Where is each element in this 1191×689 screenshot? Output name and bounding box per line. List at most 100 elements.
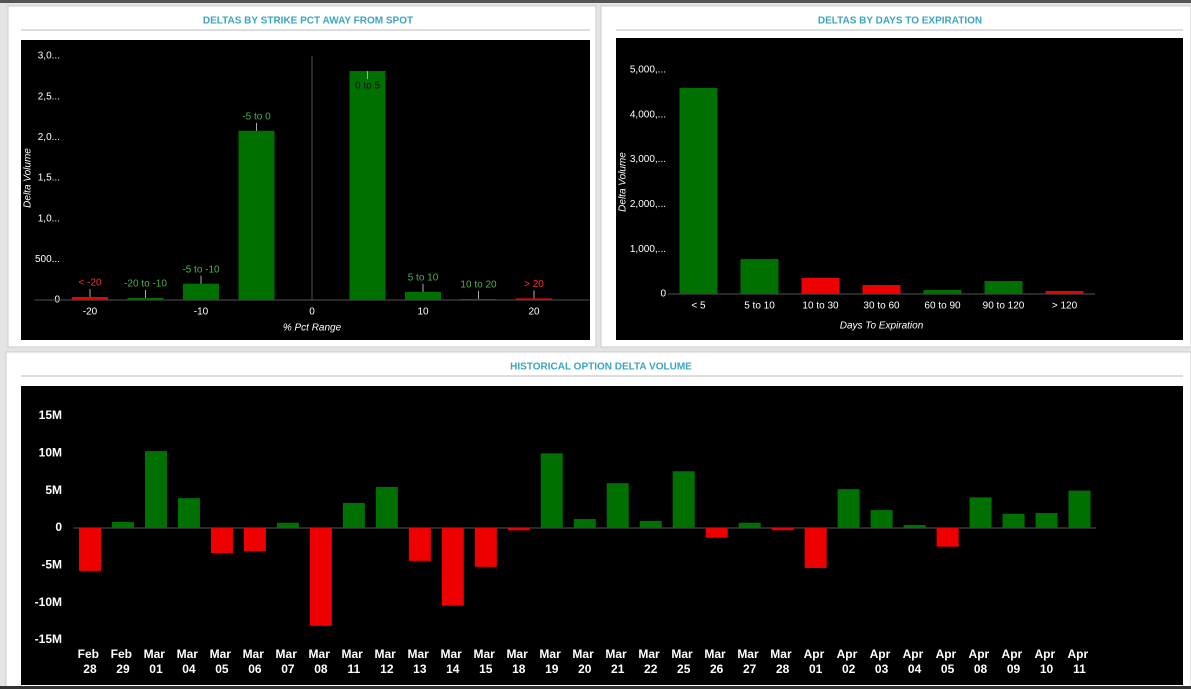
x-tick-label: 5 to 10: [744, 301, 775, 312]
x-tick-label: Mar 05: [210, 647, 235, 676]
bar: [183, 283, 219, 300]
x-tick-label: Apr 05: [936, 647, 960, 676]
bar: [639, 520, 662, 528]
x-tick-label: Apr 02: [837, 647, 861, 676]
bar: [804, 528, 827, 568]
data-label: -5 to 0: [242, 111, 271, 122]
top-bar: [0, 0, 1191, 3]
bar: [679, 87, 718, 294]
x-tick-label: Mar 07: [276, 647, 301, 676]
x-tick-label: Mar 27: [737, 647, 762, 676]
x-axis-label: % Pct Range: [283, 323, 342, 334]
bar: [276, 522, 299, 528]
data-label: 0 to 5: [355, 81, 380, 92]
x-tick-label: 10 to 30: [802, 301, 839, 312]
bar: [837, 489, 860, 528]
y-tick-label: 2,0...: [38, 132, 60, 143]
x-tick-label: Apr 03: [870, 647, 894, 676]
data-label: 5 to 10: [408, 273, 439, 284]
x-tick-label: Mar 04: [177, 647, 202, 676]
bar: [540, 453, 563, 528]
y-tick-label: 10M: [39, 446, 62, 460]
y-tick-label: 2,000,...: [630, 199, 666, 210]
bar: [210, 528, 233, 554]
bar: [573, 519, 596, 528]
bar: [507, 528, 530, 531]
x-tick-label: Mar 21: [605, 647, 630, 676]
data-label: < -20: [78, 278, 102, 289]
bar: [516, 298, 552, 300]
y-tick-label: 500...: [35, 254, 60, 265]
x-tick-label: Mar 14: [440, 647, 465, 676]
y-tick-label: 1,0...: [38, 213, 60, 224]
bar: [144, 451, 167, 528]
x-tick-label: Mar 25: [671, 647, 696, 676]
bar: [672, 471, 695, 528]
bar: [309, 528, 332, 626]
x-tick-label: Mar 19: [539, 647, 564, 676]
x-tick-label: Mar 20: [572, 647, 597, 676]
bar: [1045, 290, 1084, 294]
x-tick-label: 0: [309, 307, 315, 318]
bottom-bar: [0, 686, 1191, 689]
y-tick-label: 0: [55, 520, 62, 534]
x-tick-label: Mar 06: [243, 647, 268, 676]
bar: [127, 297, 164, 300]
x-tick-label: Mar 15: [473, 647, 498, 676]
x-tick-label: Mar 26: [704, 647, 729, 676]
bar: [1035, 513, 1058, 528]
bar: [923, 289, 962, 294]
x-tick-label: Mar 28: [770, 647, 795, 676]
bar: [375, 486, 398, 528]
bar: [1068, 490, 1091, 528]
bar: [606, 483, 629, 528]
data-label: -20 to -10: [124, 279, 167, 290]
bar: [474, 528, 497, 567]
chart-title: DELTAS BY DAYS TO EXPIRATION: [818, 16, 982, 27]
bar: [408, 528, 431, 561]
x-tick-label: Mar 08: [309, 647, 334, 676]
bar: [870, 510, 893, 528]
bar: [903, 525, 926, 528]
bar: [342, 502, 365, 528]
x-tick-label: Apr 09: [1002, 647, 1026, 676]
x-tick-label: Mar 11: [342, 647, 367, 676]
y-axis-label: Delta Volume: [23, 148, 34, 208]
bar: [771, 528, 794, 531]
x-tick-label: 90 to 120: [983, 301, 1025, 312]
bar: [1002, 513, 1025, 528]
x-tick-label: Apr 04: [903, 647, 927, 676]
bar: [460, 299, 497, 301]
y-tick-label: 15M: [39, 408, 62, 422]
bar: [349, 71, 386, 301]
bar: [862, 285, 901, 294]
y-axis-label: Delta Volume: [618, 152, 629, 212]
bar: [72, 296, 108, 300]
plot-area: [21, 40, 590, 340]
y-tick-label: -10M: [35, 595, 62, 609]
plot-area: [21, 386, 1183, 685]
y-tick-label: 2,5...: [38, 91, 60, 102]
bar: [801, 278, 840, 294]
bar: [243, 528, 266, 552]
bar: [969, 497, 992, 528]
data-label: 10 to 20: [460, 280, 497, 291]
x-tick-label: Feb 29: [111, 647, 136, 676]
x-tick-label: Mar 18: [506, 647, 531, 676]
x-tick-label: Mar 22: [638, 647, 663, 676]
bar: [238, 130, 275, 300]
bar: [441, 528, 464, 606]
bar: [705, 528, 728, 538]
bar: [738, 522, 761, 528]
chart-title: HISTORICAL OPTION DELTA VOLUME: [510, 362, 692, 373]
data-label: > 20: [524, 279, 544, 290]
y-tick-label: 1,000,...: [630, 244, 666, 255]
x-tick-label: Apr 11: [1068, 647, 1092, 676]
x-tick-label: 60 to 90: [924, 301, 961, 312]
x-tick-label: < 5: [691, 301, 706, 312]
y-tick-label: 3,000,...: [630, 154, 666, 165]
x-tick-label: 20: [528, 307, 540, 318]
x-tick-label: Apr 10: [1035, 647, 1059, 676]
y-tick-label: -15M: [35, 632, 62, 646]
